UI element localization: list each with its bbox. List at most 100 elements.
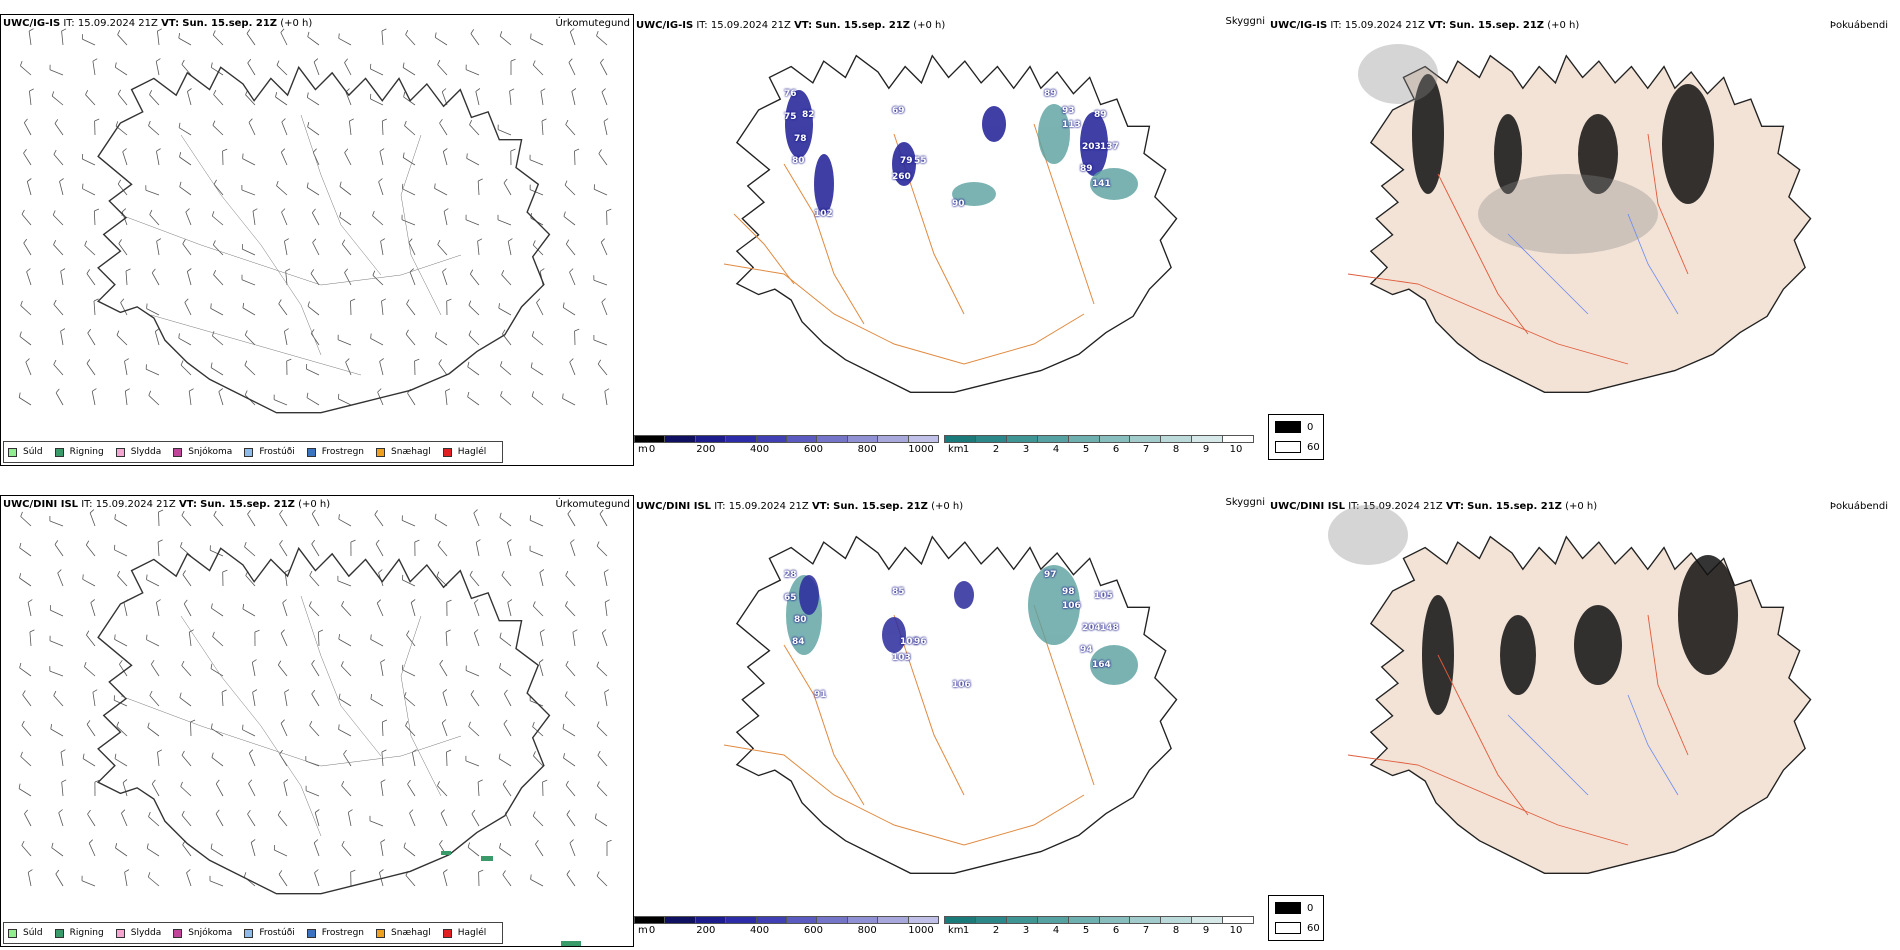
ceiling-value-label: 85	[892, 587, 905, 597]
colorbar-tick: 6	[1112, 925, 1120, 936]
panel-title: Úrkomutegund	[555, 18, 630, 29]
colorbar-segment	[974, 435, 1006, 443]
panel-header: UWC/DINI ISL IT: 15.09.2024 21Z VT: Sun.…	[3, 499, 331, 510]
legend-swatch	[306, 928, 316, 938]
ceiling-value-label: 78	[794, 134, 807, 144]
ceiling-value-label: 113	[1062, 120, 1081, 130]
colorbar-segment	[846, 435, 878, 443]
colorbar-tick: 7	[1142, 444, 1150, 455]
colorbar-segment	[1067, 435, 1099, 443]
colorbar-tick: 9	[1202, 444, 1210, 455]
colorbar-segment	[816, 916, 847, 924]
precip-panel-2: UWC/DINI ISL IT: 15.09.2024 21Z VT: Sun.…	[0, 495, 634, 947]
colorbar-segment	[1222, 916, 1255, 924]
legend-swatch	[442, 928, 452, 938]
colorbar-segment	[694, 435, 726, 443]
precip-map	[18, 509, 612, 946]
ceiling-value-label: 75	[784, 112, 797, 122]
colorbar-tick: 8	[1172, 444, 1180, 455]
colorbar-segment	[1222, 435, 1255, 443]
ceiling-value-label: 94	[1080, 645, 1093, 655]
legend-swatch	[442, 447, 452, 457]
colorbar-tick: 800	[857, 444, 877, 455]
colorbar-tick: 0	[648, 444, 656, 455]
ceiling-value-label: 76	[784, 89, 797, 99]
ceiling-value-label: 141	[1092, 179, 1111, 189]
legend-swatch	[376, 447, 386, 457]
ceiling-value-label: 69	[892, 106, 905, 116]
ceiling-value-label: 80	[794, 615, 807, 625]
colorbar-segment	[755, 916, 787, 924]
colorbar-tick: 5	[1082, 925, 1090, 936]
ceiling-value-label: 106	[952, 680, 971, 690]
colorbar-segment	[907, 916, 940, 924]
precip-legend-item: Rigning	[54, 928, 104, 938]
ceiling-value-label: 82	[802, 110, 815, 120]
colorbar-tick: 1	[962, 925, 970, 936]
fog-map	[1347, 44, 1900, 466]
colorbar-segment	[725, 916, 756, 924]
colorbar-segment	[786, 435, 817, 443]
visibility-colorbar: km 1 2 3 4 5 6 7 8 9 10	[944, 435, 1255, 455]
colorbar-segment	[664, 916, 695, 924]
ceiling-colorbar: m 0 200 400 600 800 1000	[634, 435, 940, 455]
precip-legend-item: Frostúði	[244, 447, 295, 457]
precip-legend-item: Súld	[8, 447, 43, 457]
ceiling-value-label: 79	[900, 156, 913, 166]
ceiling-value-label: 89	[1044, 89, 1057, 99]
ceiling-value-label: 102	[814, 209, 833, 219]
ceiling-map	[723, 14, 1268, 466]
precip-panel-1: UWC/IG-IS IT: 15.09.2024 21Z VT: Sun. 15…	[0, 14, 634, 466]
panel-title: Þokuábendi	[1829, 20, 1888, 31]
legend-label: Haglél	[457, 447, 487, 457]
precip-legend: Súld Rigning Slydda Snjókoma Frostúði Frostre…	[3, 441, 504, 463]
precip-legend-item: Slydda	[115, 447, 162, 457]
ceiling-panel-1: UWC/IG-IS IT: 15.09.2024 21Z VT: Sun. 15…	[634, 14, 1268, 466]
colorbar-tick: 6	[1112, 444, 1120, 455]
legend-swatch	[54, 928, 64, 938]
panel-title: Skyggni	[1225, 16, 1265, 27]
panel-header: UWC/IG-IS IT: 15.09.2024 21Z VT: Sun. 15…	[3, 18, 313, 29]
legend-label: Slydda	[130, 447, 162, 457]
panel-title: Þokuábendi	[1829, 501, 1888, 512]
legend-label: Rigning	[69, 447, 104, 457]
colorbar-tick: 2	[992, 925, 1000, 936]
legend-swatch	[8, 928, 17, 938]
colorbar-tick: 10	[1229, 925, 1243, 936]
legend-label: Frostúði	[259, 928, 295, 938]
precip-legend-item: Frostregn	[306, 447, 364, 457]
colorbar-tick: 2	[992, 444, 1000, 455]
colorbar-segment	[1036, 916, 1068, 924]
legend-swatch	[115, 928, 125, 938]
colorbar-tick: 9	[1202, 925, 1210, 936]
fog-panel-1: UWC/IG-IS IT: 15.09.2024 21Z VT: Sun. 15…	[1268, 14, 1900, 466]
ceiling-value-label: 137	[1100, 142, 1119, 152]
ceiling-value-label: 89	[1080, 164, 1093, 174]
colorbar-segment	[1160, 916, 1192, 924]
colorbar-segment	[694, 916, 726, 924]
colorbar-tick: 7	[1142, 925, 1150, 936]
legend-label: Snjókoma	[188, 928, 233, 938]
legend-swatch	[8, 447, 17, 457]
colorbar-segment	[786, 916, 817, 924]
precip-legend-item: Súld	[8, 928, 43, 938]
panel-header: UWC/IG-IS IT: 15.09.2024 21Z VT: Sun. 15…	[1270, 20, 1580, 31]
colorbar-tick: 600	[803, 444, 823, 455]
colorbar-unit: km	[948, 925, 964, 936]
colorbar-tick: 400	[750, 925, 770, 936]
colorbar-tick: 3	[1022, 444, 1030, 455]
legend-label: Haglél	[457, 928, 487, 938]
precip-legend-item: Snæhagl	[376, 447, 431, 457]
colorbar-segment	[877, 435, 908, 443]
ceiling-panel-2: UWC/DINI ISL IT: 15.09.2024 21Z VT: Sun.…	[634, 495, 1268, 947]
legend-label: Frostregn	[321, 928, 365, 938]
colorbar-tick: 400	[750, 444, 770, 455]
colorbar-segment	[1191, 916, 1223, 924]
colorbar-segment	[1067, 916, 1099, 924]
colorbar-tick: 10	[1229, 444, 1243, 455]
ceiling-value-label: 93	[1062, 106, 1075, 116]
colorbar-tick: 200	[696, 925, 716, 936]
ceiling-value-label: 97	[1044, 570, 1057, 580]
ceiling-value-label: 96	[914, 637, 927, 647]
colorbar-tick: 1000	[908, 444, 934, 455]
